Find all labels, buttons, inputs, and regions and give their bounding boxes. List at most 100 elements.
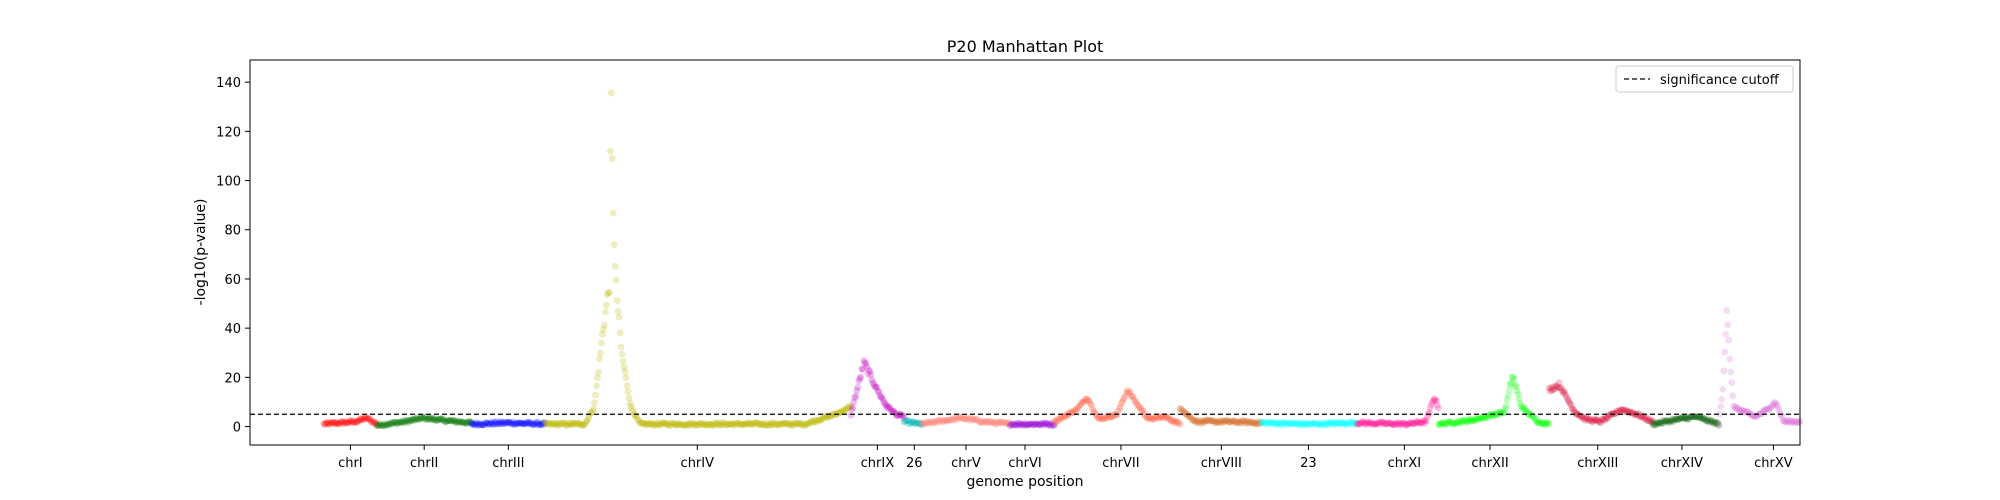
data-point [1514,390,1522,398]
data-point [1598,416,1606,424]
data-point [1441,421,1449,429]
data-point [1663,417,1670,424]
data-point [1317,420,1325,428]
data-point [818,415,826,423]
data-point [1315,421,1323,428]
data-point [1440,420,1448,428]
data-point [379,421,387,429]
data-point [964,414,971,422]
data-point [1537,419,1545,427]
data-point [1444,418,1452,425]
data-point [1299,419,1307,426]
data-point [1387,419,1395,427]
x-tick-label: chrXIV [1661,456,1703,471]
data-point [1743,408,1750,415]
data-point [433,417,440,425]
data-point [1506,380,1514,388]
data-point [758,420,766,428]
data-point [614,308,622,315]
data-point [1294,420,1302,428]
data-point [777,420,785,427]
data-point [756,420,764,427]
data-point [1310,419,1318,427]
data-point [674,420,682,428]
data-point [1227,418,1234,426]
data-point [1044,420,1051,428]
data-point [703,421,711,429]
data-point [1401,420,1409,428]
data-point [583,417,590,425]
data-point [1758,410,1765,418]
data-point [1380,420,1388,428]
data-point [1710,420,1718,428]
data-point [700,421,708,429]
data-point [1301,421,1309,429]
data-point [1501,405,1509,412]
x-axis-label: genome position [966,474,1083,490]
data-point [1542,419,1550,427]
x-tick-label: 26 [906,456,923,471]
data-point [1588,417,1596,425]
data-point [1321,421,1329,429]
data-point [1049,421,1056,429]
data-point [776,421,784,428]
data-point [325,419,333,427]
data-point [785,420,793,427]
data-point [743,421,751,428]
data-point [808,417,815,425]
data-point [1291,419,1299,427]
data-point [1692,413,1700,421]
data-point [1398,420,1406,428]
data-point [1421,417,1428,424]
data-point [1753,413,1760,421]
data-point [1795,419,1803,426]
data-point [476,420,483,427]
data-point [1208,417,1216,425]
data-point [1003,419,1011,427]
data-point [569,419,577,427]
data-point [923,418,930,426]
data-point [339,418,347,425]
data-point [1407,418,1414,426]
data-point [1788,418,1796,426]
data-point [742,420,750,428]
data-point [773,421,781,429]
data-point [451,417,458,425]
data-point [1557,384,1565,391]
data-point [1198,417,1206,424]
data-point [924,418,931,426]
data-point [1678,414,1685,421]
data-point [529,421,537,429]
data-point [890,408,898,415]
data-point [1411,419,1418,427]
data-point [1572,410,1580,417]
data-point [1586,417,1594,424]
data-point [1047,422,1054,429]
data-point [378,422,386,430]
data-point [1154,413,1162,421]
data-point [1496,408,1504,415]
data-point [906,417,913,425]
data-point [738,421,745,429]
data-point [573,421,581,429]
data-point [1279,419,1287,427]
legend-box [1615,65,1794,93]
data-point [1621,408,1628,415]
data-point [629,408,637,415]
data-point [975,417,982,425]
data-point [1145,414,1153,422]
data-point [658,420,665,428]
data-point [1599,416,1607,423]
data-point [334,419,342,427]
data-point [1784,418,1792,426]
data-point [936,418,943,426]
data-point [643,419,651,427]
data-point [597,349,604,357]
data-point [592,391,599,399]
data-point [1322,419,1330,426]
data-point [646,420,654,428]
x-tick-label: chrVII [1102,456,1139,471]
data-point [1122,389,1130,396]
data-point [605,289,613,296]
data-point [421,415,429,423]
